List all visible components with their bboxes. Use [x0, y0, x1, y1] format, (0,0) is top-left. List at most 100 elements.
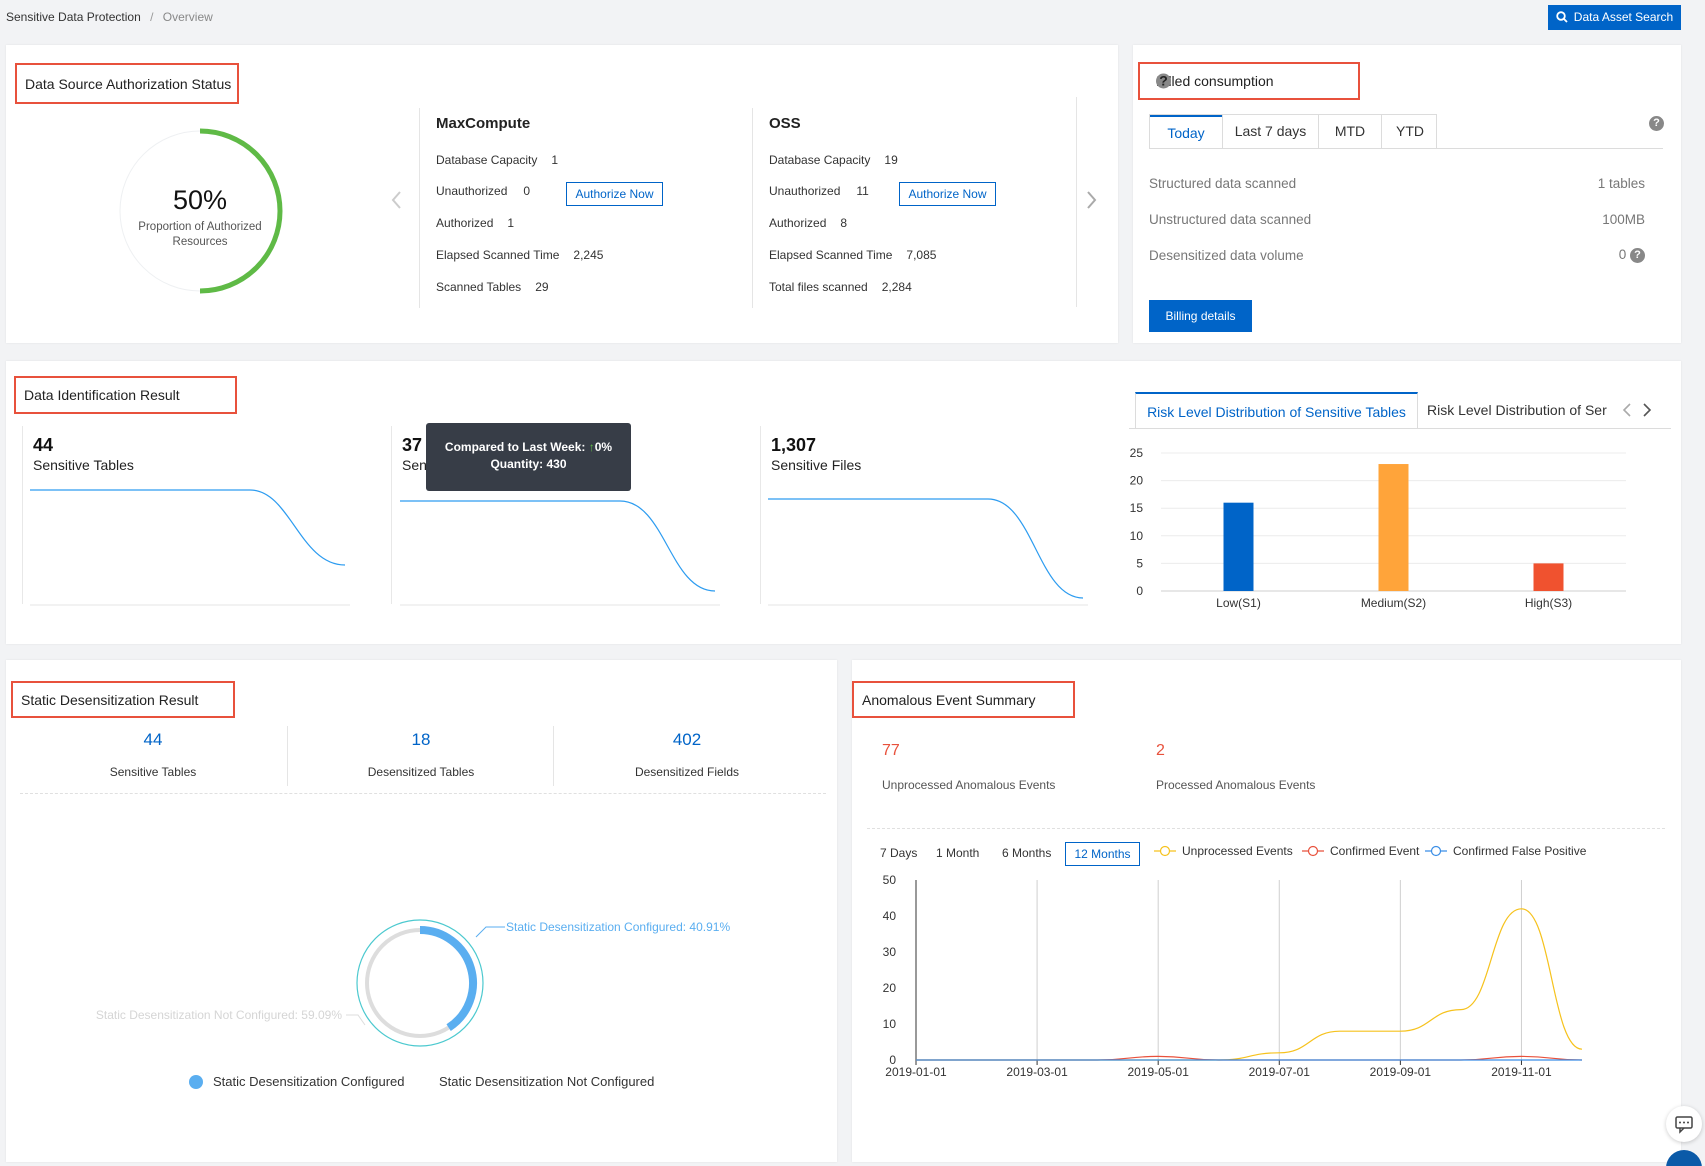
billing-row-label: Structured data scanned [1149, 176, 1297, 191]
gauge-caption: Proportion of Authorized Resources [138, 221, 262, 248]
y-tick-label: 0 [889, 1053, 896, 1067]
billing-row-value: 1 tables [1597, 176, 1645, 191]
x-tick-label: 2019-05-01 [1127, 1065, 1189, 1079]
range-12-months[interactable]: 12 Months [1065, 842, 1140, 866]
y-tick-label: 50 [883, 873, 897, 887]
chevron-left-icon[interactable] [1621, 402, 1633, 421]
data-asset-search-label: Data Asset Search [1573, 10, 1674, 24]
tab-divider [1222, 115, 1223, 148]
source-row: Unauthorized 11 [769, 184, 869, 198]
stat-value: 37 [402, 435, 423, 455]
risk-bar-chart: 0 5 10 15 20 25 Low(S1) Medium(S2) High(S3) [1130, 446, 1626, 610]
source-divider-right [1076, 97, 1077, 307]
authorize-now-button[interactable]: Authorize Now [899, 182, 996, 206]
chat-icon [1675, 1116, 1693, 1134]
trend-sparkline [400, 500, 720, 606]
tab-divider [1381, 115, 1382, 148]
source-divider-left [419, 108, 420, 308]
x-tick-label: 2019-11-01 [1491, 1065, 1552, 1079]
data-asset-search-button[interactable]: Data Asset Search [1548, 5, 1681, 30]
tab-risk-tables[interactable]: Risk Level Distribution of Sensitive Tab… [1135, 392, 1418, 428]
x-tick-label: 2019-01-01 [885, 1065, 947, 1079]
identification-title: Data Identification Result [14, 376, 237, 414]
legend-label: Confirmed False Positive [1453, 844, 1587, 858]
tab-last-7-days[interactable]: Last 7 days [1234, 123, 1307, 139]
anomalous-line-chart: Unprocessed Events Confirmed Event Confirm… [883, 844, 1587, 1079]
stat-label: Desensitized Fields [634, 765, 740, 779]
y-tick-label: 20 [883, 981, 897, 995]
help-bubble[interactable] [1666, 1150, 1702, 1166]
range-1-month[interactable]: 1 Month [936, 846, 980, 860]
tab-today[interactable]: Today [1150, 115, 1222, 148]
authorization-gauge: 50% Proportion of Authorized Resources [114, 125, 286, 297]
stat-label: Sensitive Tables [109, 765, 197, 779]
trend-sparkline [30, 489, 350, 606]
anomalous-title: Anomalous Event Summary [852, 681, 1075, 718]
gauge-percent: 50% [172, 185, 228, 215]
source-row: Authorized 8 [769, 216, 848, 230]
billing-card: Billed consumption ? Today Last 7 days M… [1133, 45, 1681, 343]
help-icon[interactable]: ? [1156, 73, 1171, 89]
y-tick-label: 40 [883, 909, 897, 923]
static-desens-title: Static Desensitization Result [11, 681, 235, 718]
tab-risk-other[interactable]: Risk Level Distribution of Ser [1427, 402, 1607, 418]
range-6-months[interactable]: 6 Months [1002, 846, 1052, 860]
y-tick-label: 30 [883, 945, 897, 959]
stat-value: 44 [143, 730, 163, 749]
anomalous-card: Anomalous Event Summary 77 Unprocessed A… [852, 660, 1681, 1162]
billing-title: Billed consumption ? [1138, 62, 1360, 100]
x-tick-label: 2019-03-01 [1006, 1065, 1068, 1079]
bar [1533, 563, 1564, 591]
help-icon[interactable]: ? [1649, 116, 1664, 131]
stats-separator [20, 793, 826, 794]
tab-mtd[interactable]: MTD [1334, 123, 1366, 139]
auth-status-card: Data Source Authorization Status 50% Pro… [6, 45, 1118, 343]
tab-ytd[interactable]: YTD [1396, 123, 1424, 139]
identification-card: Data Identification Result 44 Sensitive … [6, 361, 1681, 644]
stat-value: 44 [33, 435, 54, 455]
legend-item-not-configured[interactable]: Static Desensitization Not Configured [439, 1074, 655, 1089]
stat-label: Sen [402, 457, 427, 473]
source-row: Database Capacity 19 [769, 153, 898, 167]
tooltip-quantity-label: Quantity: [490, 457, 544, 471]
summary-separator [867, 828, 1665, 829]
breadcrumb-root[interactable]: Sensitive Data Protection [6, 10, 141, 24]
bar [1378, 464, 1409, 591]
series-line [916, 908, 1583, 1061]
y-tick-label: 0 [1136, 584, 1143, 598]
range-7-days[interactable]: 7 Days [880, 846, 918, 860]
next-source-arrow[interactable] [1084, 190, 1098, 210]
billing-row-value: 100MB [1602, 212, 1645, 227]
trend-sparkline [768, 498, 1088, 606]
legend-item: Confirmed Event [1302, 844, 1420, 858]
chevron-right-icon[interactable] [1641, 402, 1653, 421]
x-tick-label: 2019-07-01 [1249, 1065, 1311, 1079]
arrow-up-icon: ↑ [588, 440, 595, 454]
unprocessed-label: Unprocessed Anomalous Events [882, 778, 1056, 792]
stat-label: Sensitive Files [771, 457, 862, 473]
trend-tooltip: Compared to Last Week: ↑0% Quantity: 430 [426, 423, 631, 491]
legend-dot-icon [189, 1075, 203, 1089]
desens-stat: 18 Desensitized Tables [288, 728, 554, 786]
stat-value: 1,307 [771, 435, 817, 455]
risk-tabs: Risk Level Distribution of Sensitive Tab… [1129, 392, 1671, 429]
source-row: Unauthorized 0 [436, 184, 531, 198]
authorize-now-button[interactable]: Authorize Now [566, 182, 663, 206]
billing-tabs: Today Last 7 days MTD YTD [1149, 114, 1437, 149]
static-desens-card: Static Desensitization Result 44 Sensiti… [6, 660, 837, 1162]
desens-stat: 402 Desensitized Fields [554, 728, 820, 786]
search-icon [1556, 7, 1568, 23]
stat-value: 18 [411, 730, 431, 749]
source-row: Database Capacity 1 [436, 153, 559, 167]
stat-divider [553, 726, 554, 786]
prev-source-arrow[interactable] [390, 190, 404, 210]
feedback-chat-button[interactable] [1666, 1106, 1702, 1142]
source-oss: OSS Database Capacity 19 Unauthorized 11 A… [769, 115, 1069, 315]
legend-item-configured[interactable]: Static Desensitization Configured [189, 1074, 405, 1089]
help-icon[interactable]: ? [1630, 247, 1645, 263]
not-configured-label: Static Desensitization Not Configured: 5… [96, 1008, 342, 1022]
source-row: Authorized 1 [436, 216, 515, 230]
billing-row-value: 0 ? [1619, 247, 1645, 263]
x-tick-label: High(S3) [1525, 596, 1572, 610]
billing-details-button[interactable]: Billing details [1149, 300, 1252, 332]
